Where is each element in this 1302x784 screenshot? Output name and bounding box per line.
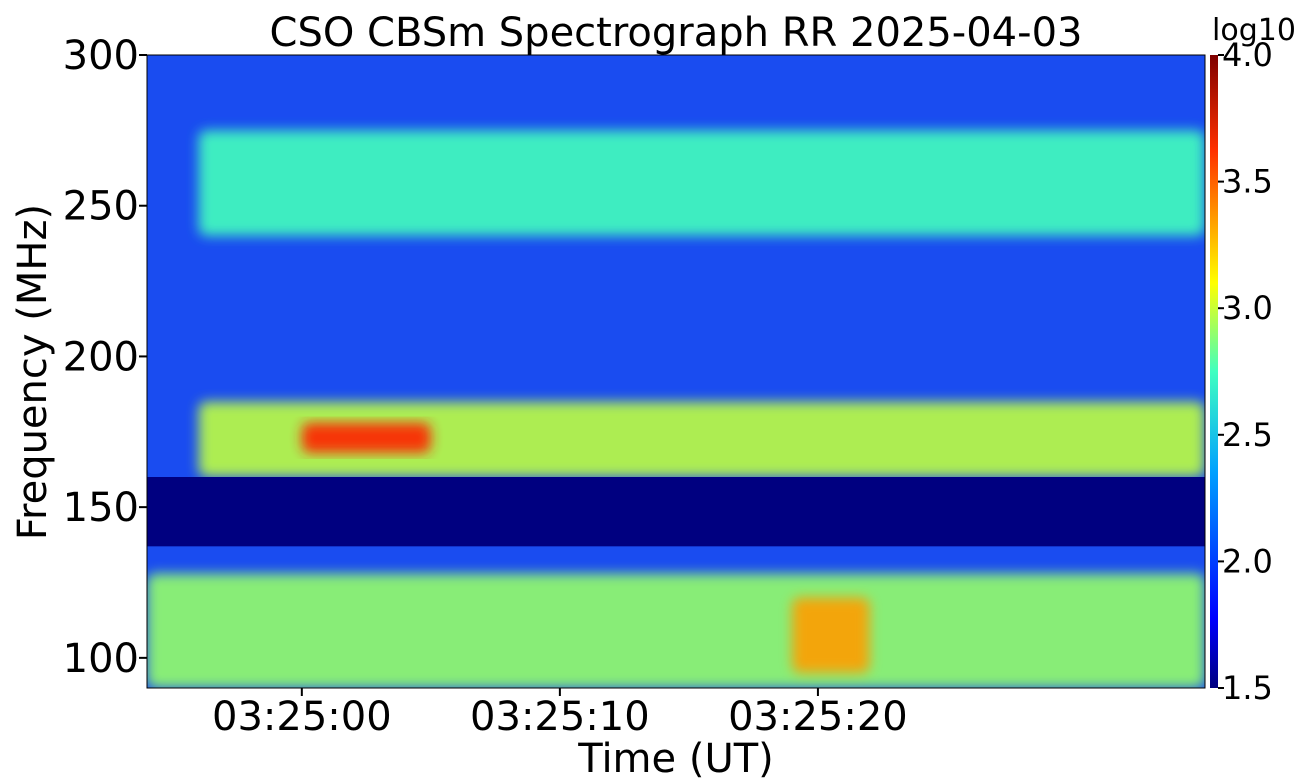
plot-area xyxy=(147,55,1205,688)
colorbar-label: log10 xyxy=(1212,13,1296,48)
colorbar-tick-label: 4.0 xyxy=(1222,36,1273,74)
colorbar xyxy=(1210,55,1218,688)
y-tick-label: 300 xyxy=(63,33,139,79)
x-axis-ticks: 03:25:00 03:25:10 03:25:20 xyxy=(212,688,908,740)
x-tick-label: 03:25:20 xyxy=(728,694,908,740)
x-axis-label: Time (UT) xyxy=(577,736,774,782)
y-axis-ticks: 100 150 200 250 300 xyxy=(63,33,147,682)
heatmap-region xyxy=(147,477,1205,547)
colorbar-tick-label: 3.0 xyxy=(1222,289,1273,327)
colorbar-tick-label: 3.5 xyxy=(1222,163,1273,201)
heatmap-region xyxy=(301,422,431,453)
heatmap-cells xyxy=(147,130,1205,688)
heatmap-region xyxy=(198,130,1205,236)
colorbar-tick-label: 2.5 xyxy=(1222,416,1273,454)
heatmap-region xyxy=(147,573,1205,688)
x-tick-label: 03:25:00 xyxy=(212,694,392,740)
y-axis-label: Frequency (MHz) xyxy=(10,204,56,540)
y-tick-label: 100 xyxy=(63,636,139,682)
heatmap-region xyxy=(792,597,870,673)
heatmap-region xyxy=(198,401,1205,477)
colorbar-ticks: 1.5 2.0 2.5 3.0 3.5 4.0 xyxy=(1218,36,1273,707)
y-tick-label: 250 xyxy=(63,184,139,230)
colorbar-tick-label: 2.0 xyxy=(1222,542,1273,580)
plot-frame xyxy=(146,54,1206,689)
colorbar-tick-label: 1.5 xyxy=(1222,669,1273,707)
x-tick-label: 03:25:10 xyxy=(470,694,650,740)
chart-title: CSO CBSm Spectrograph RR 2025-04-03 xyxy=(270,10,1083,56)
y-tick-label: 200 xyxy=(63,334,139,380)
y-tick-label: 150 xyxy=(63,485,139,531)
